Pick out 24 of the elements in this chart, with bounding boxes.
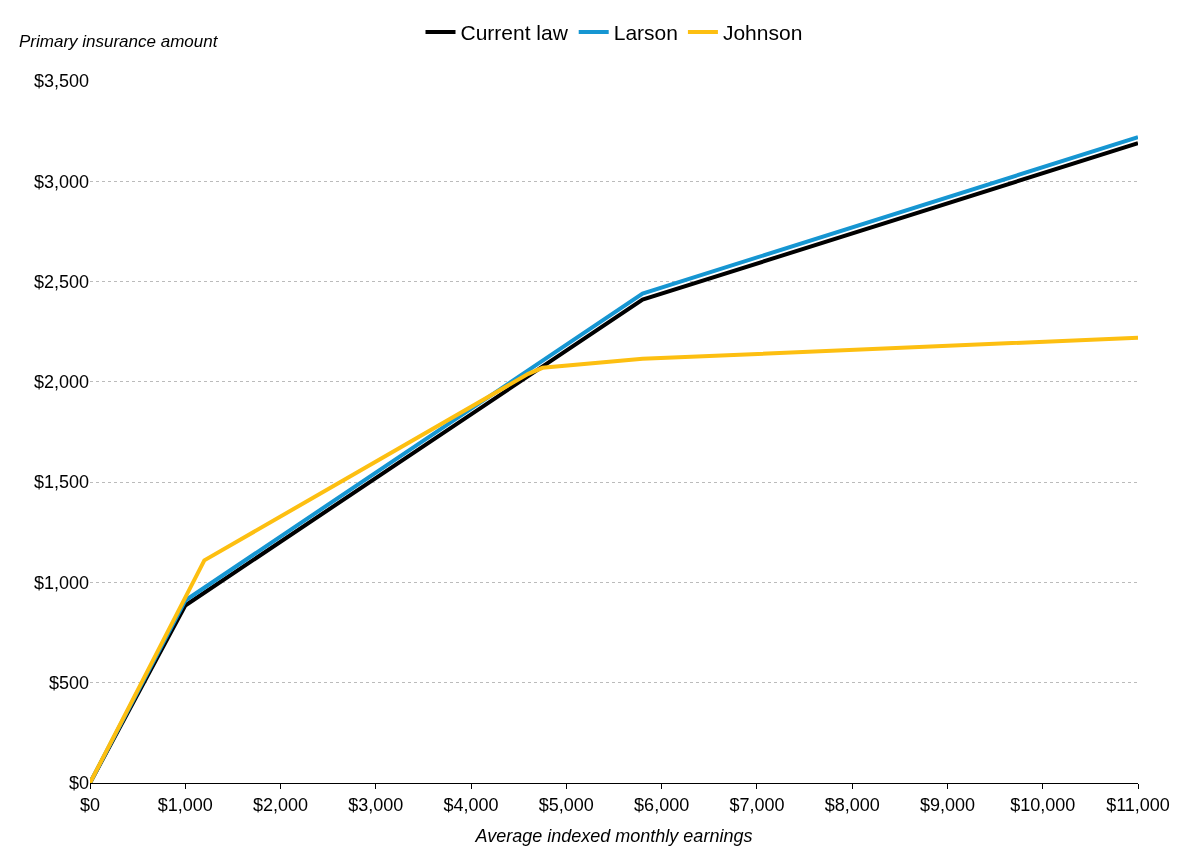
x-tick-label: $6,000	[634, 794, 690, 815]
x-tick-label: $10,000	[1010, 794, 1076, 815]
y-tick-label: $2,000	[33, 372, 89, 393]
x-tick-label: $1,000	[157, 794, 213, 815]
x-tick-label: $7,000	[729, 794, 785, 815]
x-tick-label: $11,000	[1106, 794, 1170, 815]
y-tick-label: $500	[48, 673, 89, 694]
x-tick-label: $4,000	[443, 794, 499, 815]
x-tick-label: $8,000	[824, 794, 880, 815]
y-tick-label: $1,500	[33, 472, 89, 493]
legend-label: Johnson	[722, 21, 803, 45]
x-tick-label: $9,000	[919, 794, 975, 815]
y-tick-label: $3,000	[33, 171, 89, 192]
y-tick-label: $3,500	[33, 71, 89, 92]
y-tick-label: $0	[68, 773, 89, 794]
y-tick-label: $2,500	[33, 271, 89, 292]
y-tick-label: $1,000	[33, 572, 89, 593]
legend-label: Larson	[613, 21, 678, 45]
x-tick-label: $5,000	[538, 794, 594, 815]
legend-label: Current law	[460, 21, 569, 45]
y-axis-title: Primary insurance amount	[19, 32, 219, 51]
x-tick-label: $3,000	[348, 794, 404, 815]
x-axis-title: Average indexed monthly earnings	[474, 825, 753, 846]
x-tick-label: $2,000	[253, 794, 309, 815]
